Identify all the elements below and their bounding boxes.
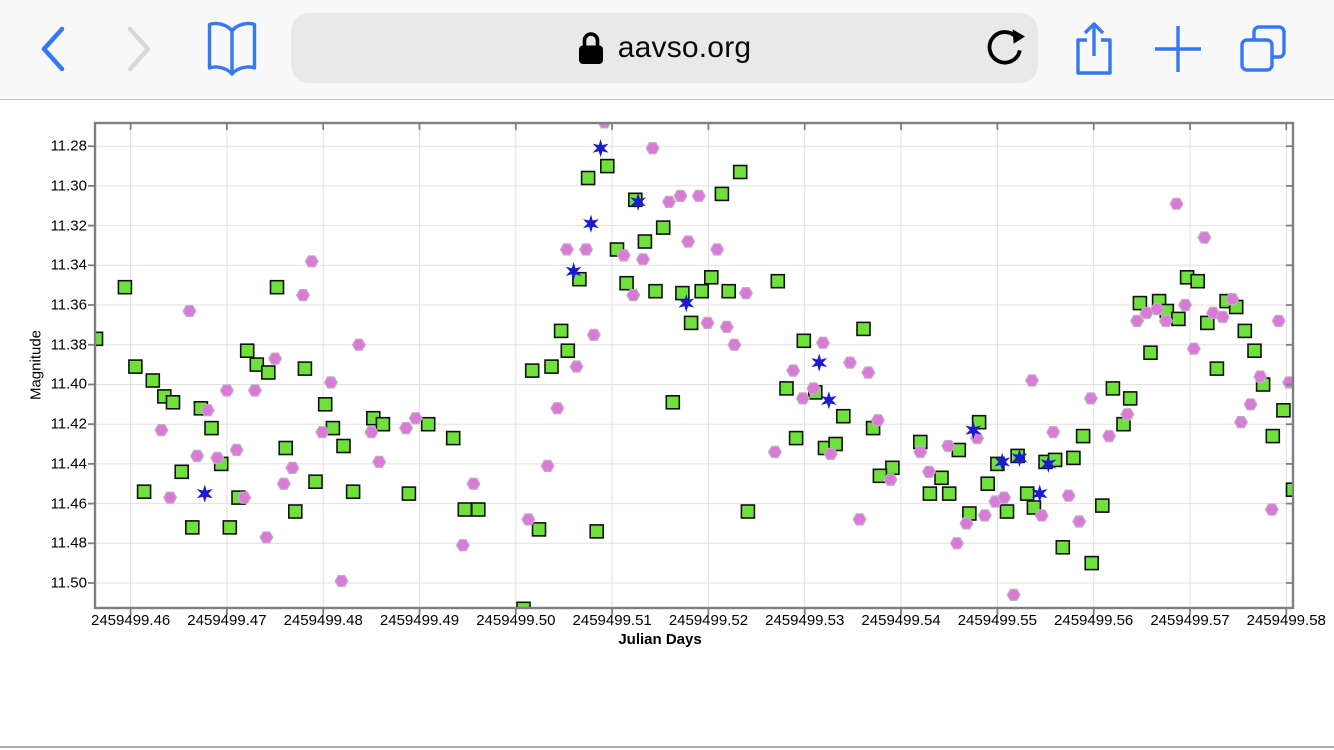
x-tick-label: 2459499.56 — [1054, 612, 1134, 629]
series-violet-hexagons — [154, 123, 1293, 601]
x-axis-title: Julian Days — [618, 631, 702, 648]
x-tick-label: 2459499.51 — [572, 612, 652, 629]
y-tick-label: 11.46 — [50, 495, 87, 513]
x-tick-label: 2459499.46 — [91, 612, 171, 629]
bookmarks-button[interactable] — [205, 20, 259, 78]
x-tick-label: 2459499.52 — [668, 612, 749, 629]
series-blue-stars — [196, 139, 1057, 503]
tab-overview-icon — [1238, 25, 1288, 77]
x-tick-label: 2459499.53 — [765, 612, 845, 629]
new-tab-icon — [1153, 26, 1203, 77]
series-green-squares — [95, 158, 1293, 608]
tab-overview-button[interactable] — [1238, 24, 1288, 74]
forward-icon — [122, 26, 156, 77]
url-bar[interactable]: aavso.org — [291, 13, 1038, 83]
plot-svg — [88, 121, 1295, 615]
x-tick-label: 2459499.58 — [1246, 612, 1326, 629]
x-tick-label: 2459499.55 — [957, 612, 1037, 629]
y-tick-label: 11.40 — [50, 375, 87, 393]
reload-icon — [984, 29, 1026, 72]
y-tick-label: 11.42 — [50, 415, 87, 433]
forward-button[interactable] — [122, 24, 156, 74]
y-tick-label: 11.44 — [50, 455, 87, 473]
y-tick-label: 11.28 — [50, 137, 87, 155]
share-icon — [1073, 22, 1115, 81]
y-tick-label: 11.30 — [50, 177, 87, 195]
y-axis-title: Magnitude — [27, 329, 45, 401]
y-tick-label: 11.32 — [50, 217, 87, 235]
light-curve-chart: 11.28 11.30 11.32 11.34 11.36 11.38 11.40 11.42… — [0, 100, 1334, 740]
bottom-divider — [0, 746, 1334, 748]
new-tab-button[interactable] — [1153, 24, 1203, 74]
y-tick-label: 11.50 — [50, 574, 87, 592]
x-tick-label: 2459499.47 — [187, 612, 267, 629]
reload-button[interactable] — [984, 27, 1026, 69]
y-tick-label: 11.48 — [50, 534, 87, 552]
y-tick-label: 11.36 — [50, 296, 87, 314]
x-tick-label: 2459499.50 — [476, 612, 556, 629]
browser-toolbar: aavso.org — [0, 0, 1334, 100]
y-tick-label: 11.34 — [50, 256, 87, 274]
x-tick-label: 2459499.57 — [1150, 612, 1230, 629]
back-button[interactable] — [36, 24, 70, 74]
url-text: aavso.org — [617, 31, 752, 64]
bookmarks-icon — [205, 21, 259, 81]
x-tick-label: 2459499.54 — [861, 612, 941, 629]
x-tick-label: 2459499.48 — [283, 612, 363, 629]
lock-icon — [578, 31, 604, 65]
back-icon — [36, 26, 70, 77]
y-tick-label: 11.38 — [50, 336, 87, 354]
share-button[interactable] — [1073, 20, 1115, 78]
x-tick-label: 2459499.49 — [379, 612, 460, 629]
